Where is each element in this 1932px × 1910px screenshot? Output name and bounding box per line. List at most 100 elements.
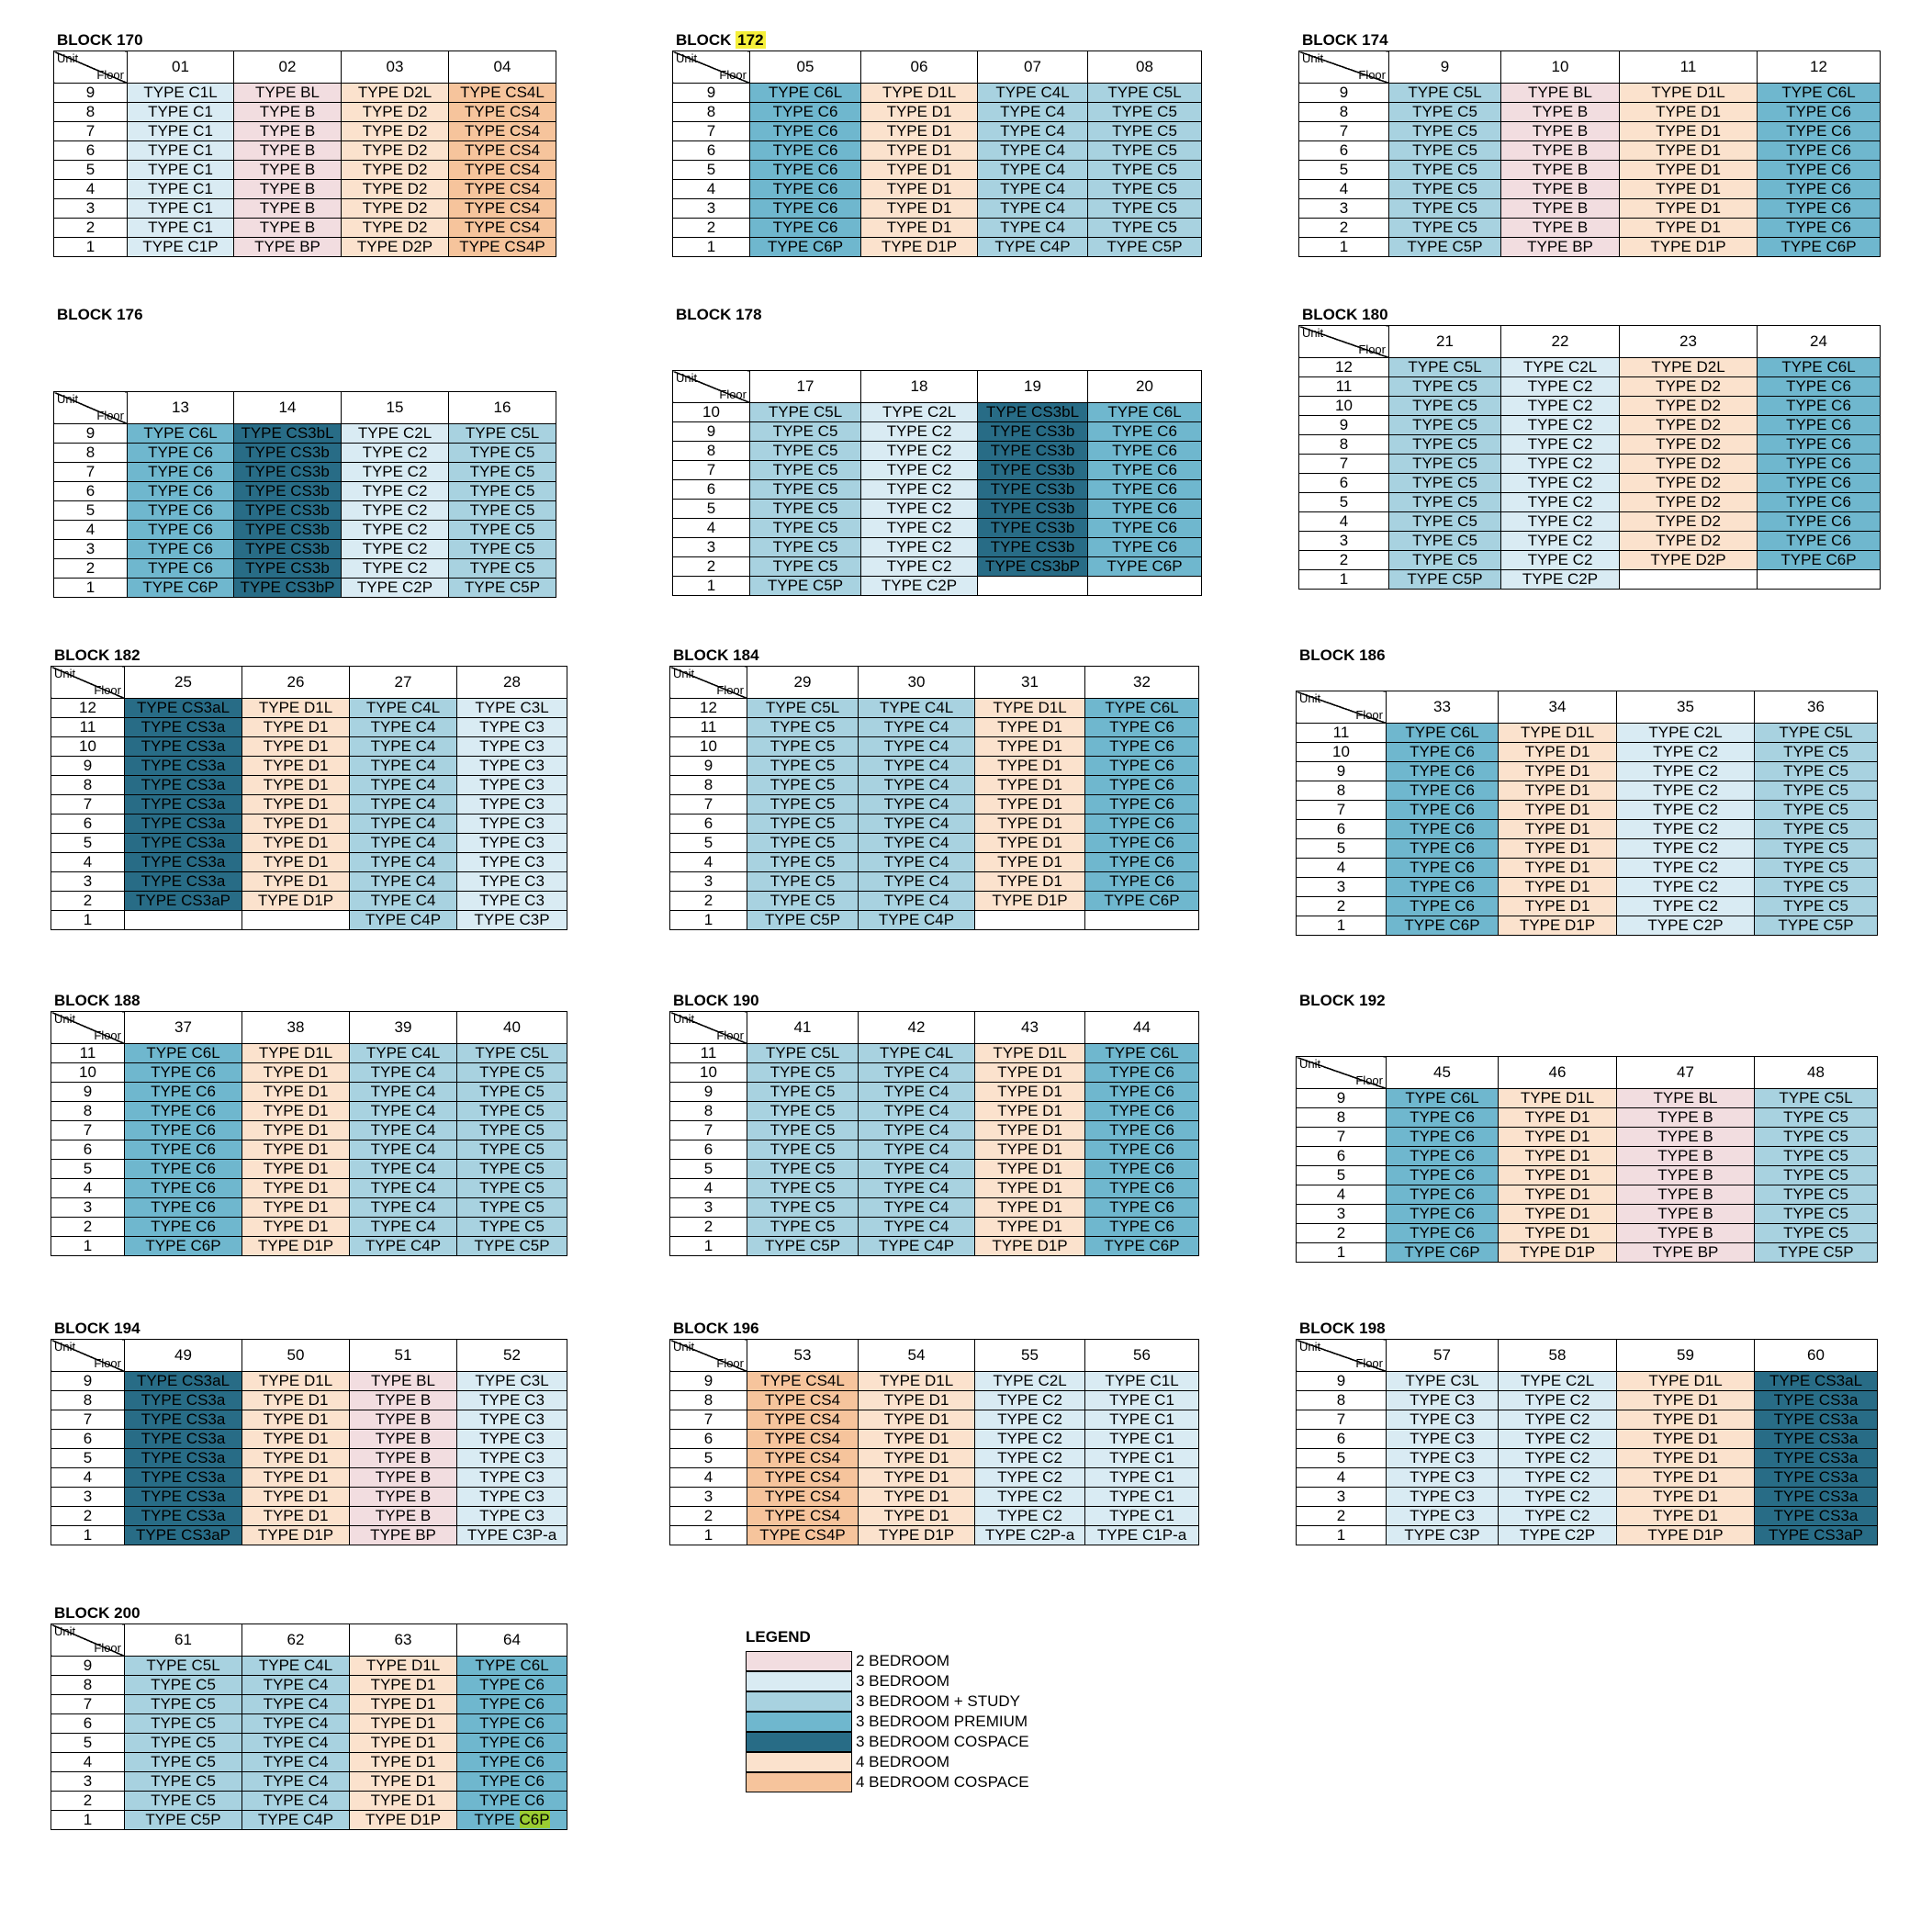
unit-type-cell: TYPE C4 xyxy=(858,1217,975,1237)
unit-type-cell: TYPE C5P xyxy=(747,1236,859,1256)
floor-row: 3 TYPE C5 TYPE C2 TYPE CS3b TYPE C6 xyxy=(672,537,1202,557)
block-number: 192 xyxy=(1359,992,1386,1009)
unit-header-label: Unit xyxy=(673,667,695,680)
floor-row: 3 TYPE C5 TYPE C4 TYPE D1 TYPE C6 xyxy=(51,1771,567,1792)
floor-row: 7 TYPE C5 TYPE C2 TYPE D2 TYPE C6 xyxy=(1298,454,1881,474)
floor-row: 1 TYPE C5P TYPE C4P TYPE D1P TYPE C6P xyxy=(51,1810,567,1830)
unit-number: 38 xyxy=(242,1011,350,1044)
unit-type-cell: TYPE D1 xyxy=(1619,121,1758,141)
unit-type-cell: TYPE B xyxy=(233,160,342,180)
floor-number: 5 xyxy=(1298,492,1389,512)
block-number: 200 xyxy=(114,1604,140,1622)
unit-type-cell: TYPE C6 xyxy=(1087,537,1202,557)
unit-header-label: Unit xyxy=(1302,51,1324,65)
unit-type-cell: TYPE C6 xyxy=(124,1082,242,1102)
unit-type-cell: TYPE C5 xyxy=(747,1140,859,1160)
unit-type-cell: TYPE C5 xyxy=(1754,858,1878,878)
unit-number: 63 xyxy=(349,1624,457,1657)
unit-type-cell: TYPE C4 xyxy=(349,1101,457,1121)
floor-row: 8 TYPE CS3a TYPE D1 TYPE B TYPE C3 xyxy=(51,1390,567,1410)
unit-type-cell: TYPE C5 xyxy=(1388,179,1501,199)
block-label: BLOCK xyxy=(1299,992,1360,1009)
unit-type-cell: TYPE C5 xyxy=(1087,160,1202,180)
floor-number: 7 xyxy=(669,1120,747,1140)
floor-row: 2 TYPE CS3aP TYPE D1P TYPE C4 TYPE C3 xyxy=(51,891,567,911)
floor-number: 9 xyxy=(1296,1088,1387,1108)
unit-type-cell: TYPE C5P xyxy=(747,910,859,930)
unit-type-cell: TYPE C6 xyxy=(127,520,234,540)
unit-type-cell: TYPE C5 xyxy=(747,833,859,853)
unit-type-cell: TYPE BL xyxy=(349,1371,457,1391)
unit-type-cell: TYPE C2 xyxy=(1616,838,1755,859)
unit-type-cell: TYPE D1 xyxy=(242,717,350,737)
block-title: BLOCK 178 xyxy=(676,305,1202,325)
unit-type-cell: TYPE C5P xyxy=(1388,237,1501,257)
unit-type-cell: TYPE C5 xyxy=(1754,1146,1878,1166)
unit-type-cell: TYPE C2 xyxy=(860,537,978,557)
unit-type-cell: TYPE D2 xyxy=(1619,434,1758,455)
floor-number: 10 xyxy=(672,402,750,422)
unit-number: 04 xyxy=(448,51,556,84)
unit-type-cell: TYPE C6 xyxy=(456,1675,567,1695)
unit-header-label: Unit xyxy=(54,667,76,680)
block-number: 196 xyxy=(733,1320,759,1337)
floor-row: 3 TYPE C6 TYPE CS3b TYPE C2 TYPE C5 xyxy=(53,539,556,559)
unit-type-cell: TYPE D2 xyxy=(341,121,449,141)
unit-type-cell: TYPE C5 xyxy=(448,481,556,501)
unit-number: 01 xyxy=(127,51,234,84)
unit-type-cell: TYPE C1 xyxy=(127,218,234,238)
block-title: BLOCK 182 xyxy=(54,646,567,666)
unit-type-cell: TYPE C6P xyxy=(456,1810,567,1830)
unit-floor-corner: Unit Floor xyxy=(1298,51,1389,84)
unit-type-cell: TYPE C5 xyxy=(749,441,861,461)
floor-number: 11 xyxy=(51,717,125,737)
unit-type-cell: TYPE CS3a xyxy=(1754,1467,1878,1488)
block-184: BLOCK 184 Unit Floor 29 30 31 32 12 TYPE C5L TYPE… xyxy=(669,646,1199,930)
unit-floor-corner: Unit Floor xyxy=(1296,691,1387,724)
unit-type-cell: TYPE C6 xyxy=(1084,717,1199,737)
unit-type-cell: TYPE B xyxy=(349,1429,457,1449)
legend-swatch xyxy=(746,1691,852,1712)
unit-type-cell: TYPE CS4 xyxy=(747,1506,859,1526)
unit-type-cell: TYPE C5 xyxy=(1754,1223,1878,1243)
unit-type-cell: TYPE C5 xyxy=(456,1217,567,1237)
unit-number: 53 xyxy=(747,1339,859,1372)
unit-type-cell: TYPE C5 xyxy=(1754,800,1878,820)
floor-number: 9 xyxy=(1298,415,1389,435)
unit-type-cell: TYPE C6 xyxy=(749,140,861,161)
unit-type-cell: TYPE C3 xyxy=(1386,1429,1499,1449)
unit-type-cell: TYPE C5P xyxy=(456,1236,567,1256)
unit-table: Unit Floor 05 06 07 08 9 TYPE C6L TYPE D1L TYPE C… xyxy=(672,51,1202,257)
unit-type-cell: TYPE C2 xyxy=(974,1410,1085,1430)
unit-type-cell: TYPE D2 xyxy=(1619,454,1758,474)
legend-item: 3 BEDROOM + STUDY xyxy=(746,1691,1029,1712)
floor-number: 3 xyxy=(51,1197,125,1218)
floor-number: 6 xyxy=(53,140,128,161)
unit-type-cell: TYPE B xyxy=(1616,1107,1755,1128)
unit-type-cell: TYPE D1 xyxy=(1498,858,1617,878)
unit-number: 46 xyxy=(1498,1056,1617,1089)
unit-number: 25 xyxy=(124,666,242,699)
floor-number: 3 xyxy=(672,198,750,219)
floor-row: 7 TYPE C6 TYPE D1 TYPE C2 TYPE C5 xyxy=(1296,800,1878,820)
unit-number: 16 xyxy=(448,391,556,424)
unit-type-cell: TYPE D1 xyxy=(242,794,350,815)
unit-type-cell: TYPE C6 xyxy=(1386,896,1499,916)
block-title: BLOCK 192 xyxy=(1299,991,1878,1011)
unit-type-cell: TYPE D2 xyxy=(341,198,449,219)
floor-number: 6 xyxy=(1296,1429,1387,1449)
unit-type-cell: TYPE B xyxy=(1500,218,1620,238)
legend-swatch xyxy=(746,1651,852,1671)
floor-number: 11 xyxy=(1296,723,1387,743)
unit-type-cell: TYPE C3P-a xyxy=(456,1525,567,1545)
floor-number: 2 xyxy=(669,1217,747,1237)
floor-number: 9 xyxy=(672,83,750,103)
unit-type-cell: TYPE C6 xyxy=(1087,421,1202,442)
unit-type-cell: TYPE C5 xyxy=(448,539,556,559)
floor-number: 2 xyxy=(51,891,125,911)
floor-header-label: Floor xyxy=(716,1356,744,1370)
unit-type-cell: TYPE C5 xyxy=(1754,1165,1878,1185)
unit-type-cell: TYPE D1P xyxy=(242,891,350,911)
unit-type-cell: TYPE C5 xyxy=(1754,742,1878,762)
unit-type-cell: TYPE CS3a xyxy=(124,871,242,892)
